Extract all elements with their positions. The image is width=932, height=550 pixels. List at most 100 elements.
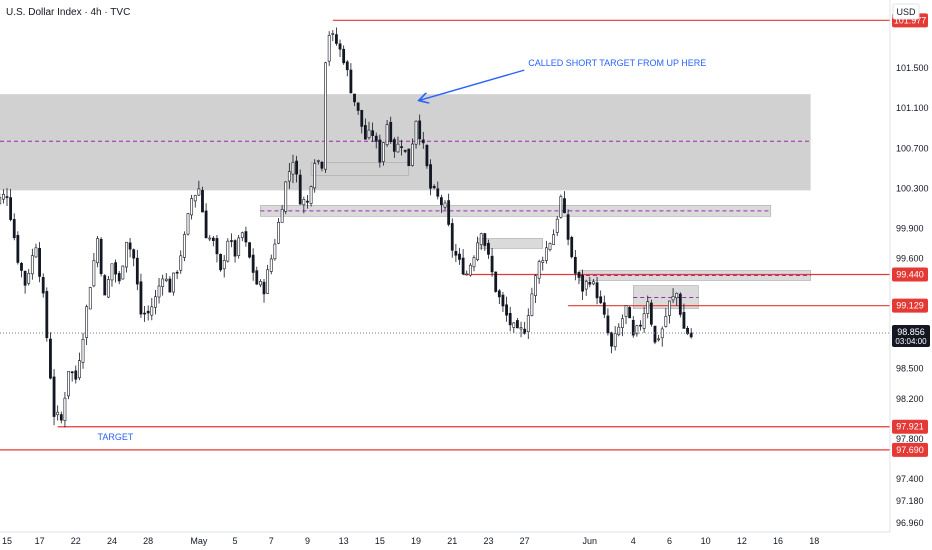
candle-body xyxy=(472,257,476,268)
candle-body xyxy=(555,218,559,233)
candle-body xyxy=(103,275,107,296)
candle-body xyxy=(602,302,606,315)
candle-body xyxy=(374,135,378,142)
candle-body xyxy=(168,278,172,293)
x-tick-label: Jun xyxy=(583,536,598,546)
candle-body xyxy=(56,411,60,416)
candle-body xyxy=(280,209,284,223)
candle-body xyxy=(335,34,338,44)
x-tick-label: 16 xyxy=(773,536,783,546)
candle-body xyxy=(646,301,650,314)
x-tick-label: 4 xyxy=(631,536,636,546)
candle-body xyxy=(121,265,125,280)
x-tick-label: 10 xyxy=(701,536,711,546)
candle-body xyxy=(559,196,563,218)
candle-body xyxy=(338,43,342,50)
candle-body xyxy=(657,338,661,341)
candle-body xyxy=(16,235,20,263)
price-axis-level-labels: 101.977 99.440 99.129 97.921 97.690 98.85603:… xyxy=(892,13,930,457)
candle-body xyxy=(143,312,146,315)
horizontal-levels xyxy=(0,19,890,451)
candle-body xyxy=(523,328,527,334)
candle-body xyxy=(678,293,682,315)
candle-body xyxy=(497,290,501,298)
x-tick-label: 12 xyxy=(737,536,747,546)
y-tick-label: 100.300 xyxy=(896,183,929,193)
candle-body xyxy=(668,300,671,316)
candle-body xyxy=(262,281,266,295)
candle-body xyxy=(41,277,45,294)
candle-body xyxy=(230,240,233,242)
level-label-0: 101.977 xyxy=(894,15,927,25)
candle-body xyxy=(345,61,349,71)
candle-body xyxy=(125,241,128,268)
candle-body xyxy=(30,255,34,275)
candle-body xyxy=(172,272,175,293)
candle-body xyxy=(548,243,552,251)
x-tick-label: 18 xyxy=(809,536,819,546)
candle-body xyxy=(407,148,411,167)
zone-4 xyxy=(310,162,410,176)
candle-body xyxy=(653,325,657,343)
candle-body xyxy=(45,291,49,339)
x-tick-label: May xyxy=(190,536,208,546)
candle-body xyxy=(70,371,74,374)
candle-body xyxy=(606,315,610,334)
candle-body xyxy=(465,273,469,276)
y-tick-label: 96.960 xyxy=(896,518,924,528)
candle-body xyxy=(139,281,143,315)
candle-body xyxy=(389,121,393,143)
price-axis-ticks: 101.500 101.100 100.700 100.300 99.900 99.600… xyxy=(896,63,929,528)
candle-body xyxy=(92,260,96,287)
x-tick-label: 6 xyxy=(667,536,672,546)
candle-body xyxy=(248,242,251,258)
y-tick-label: 100.700 xyxy=(896,143,929,153)
candle-body xyxy=(563,198,566,214)
candle-body xyxy=(378,139,382,163)
candle-body xyxy=(501,294,505,307)
level-badge-2 xyxy=(892,298,928,313)
candle-body xyxy=(63,397,67,421)
candle-body xyxy=(316,160,320,162)
candle-body xyxy=(186,213,190,235)
candlestick-series xyxy=(0,27,693,428)
candle-body xyxy=(295,160,299,175)
candle-body xyxy=(599,296,603,304)
candle-body xyxy=(581,275,584,292)
candle-body xyxy=(476,242,480,260)
candle-body xyxy=(458,253,461,260)
candle-body xyxy=(132,249,136,259)
candle-body xyxy=(266,269,270,294)
candle-body xyxy=(592,281,595,285)
candle-body xyxy=(327,35,331,62)
time-axis[interactable] xyxy=(0,532,932,550)
candle-body xyxy=(237,237,241,256)
candle-body xyxy=(9,197,13,220)
candle-body xyxy=(479,233,483,245)
candle-body xyxy=(284,181,288,212)
candle-body xyxy=(211,237,215,241)
candle-body xyxy=(403,149,407,152)
candle-body xyxy=(23,270,27,286)
candle-body xyxy=(530,293,534,316)
candle-body xyxy=(226,240,230,262)
candle-body xyxy=(642,313,646,329)
candle-body xyxy=(439,197,443,206)
candle-body xyxy=(537,261,541,279)
currency-badge[interactable] xyxy=(892,3,920,20)
last-price-value: 98.856 xyxy=(897,327,925,337)
candle-body xyxy=(443,202,447,208)
candle-body xyxy=(392,139,396,152)
candle-body xyxy=(490,255,494,273)
level-label-3: 97.921 xyxy=(896,422,924,432)
candle-body xyxy=(425,145,429,167)
last-price-countdown: 03:04:00 xyxy=(895,337,927,346)
candle-body xyxy=(447,200,451,225)
candle-body xyxy=(154,296,157,308)
candle-body xyxy=(251,254,255,273)
y-tick-label: 101.100 xyxy=(896,103,929,113)
candle-body xyxy=(671,296,675,301)
candle-body xyxy=(353,93,356,103)
candle-body xyxy=(219,253,222,271)
